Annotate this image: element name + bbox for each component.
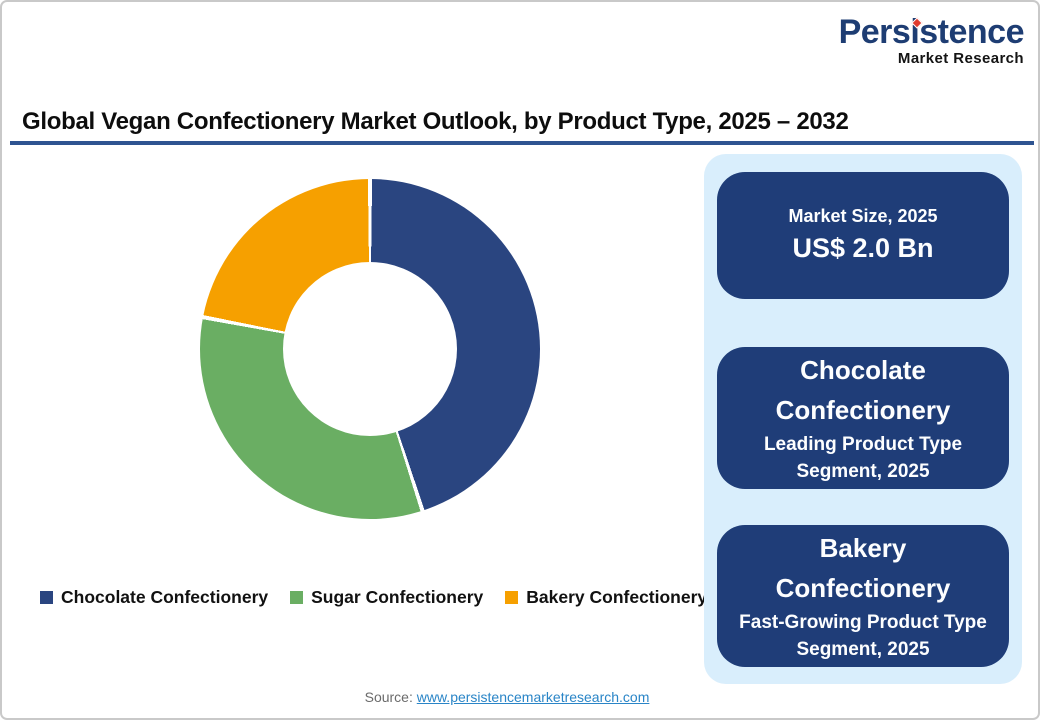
donut-chart — [200, 179, 540, 519]
market-size-value: US$ 2.0 Bn — [792, 232, 934, 263]
market-size-title: Market Size, 2025 — [788, 206, 938, 227]
market-size-card: Market Size, 2025 US$ 2.0 Bn — [717, 172, 1009, 299]
legend-label-chocolate: Chocolate Confectionery — [61, 587, 269, 607]
fast-growing-segment-card: Bakery Confectionery Fast-Growing Produc… — [717, 525, 1009, 667]
legend-swatch-chocolate — [40, 591, 53, 604]
source-line: Source: www.persistencemarketresearch.co… — [2, 689, 1012, 705]
legend-item-bakery: Bakery Confectionery — [505, 587, 707, 608]
source-link[interactable]: www.persistencemarketresearch.com — [416, 689, 650, 705]
legend-item-chocolate: Chocolate Confectionery — [40, 587, 268, 608]
title-underline — [10, 141, 1034, 145]
fast-growing-segment-title: Bakery Confectionery — [775, 533, 951, 604]
legend-swatch-sugar — [290, 591, 304, 604]
leading-segment-card: Chocolate Confectionery Leading Product … — [717, 347, 1009, 489]
logo-brand-text: Persistence — [838, 13, 1025, 51]
leading-segment-title: Chocolate Confectionery — [775, 355, 951, 426]
legend-item-sugar: Sugar Confectionery — [290, 587, 483, 608]
highlights-panel: Market Size, 2025 US$ 2.0 Bn Chocolate C… — [704, 154, 1022, 684]
leading-segment-subtitle: Leading Product Type Segment, 2025 — [763, 433, 963, 483]
legend-label-bakery: Bakery Confectionery — [526, 587, 708, 607]
chart-legend: Chocolate Confectionery Sugar Confection… — [40, 587, 707, 608]
source-label: Source: — [364, 689, 417, 705]
donut-hole — [283, 262, 457, 436]
legend-swatch-bakery — [505, 591, 519, 604]
fast-growing-segment-subtitle: Fast-Growing Product Type Segment, 2025 — [739, 611, 987, 661]
logo-subtitle: Market Research — [897, 50, 1024, 68]
page-title: Global Vegan Confectionery Market Outloo… — [22, 108, 849, 135]
legend-label-sugar: Sugar Confectionery — [311, 587, 484, 607]
brand-logo: Persistence Market Research — [838, 13, 1025, 68]
